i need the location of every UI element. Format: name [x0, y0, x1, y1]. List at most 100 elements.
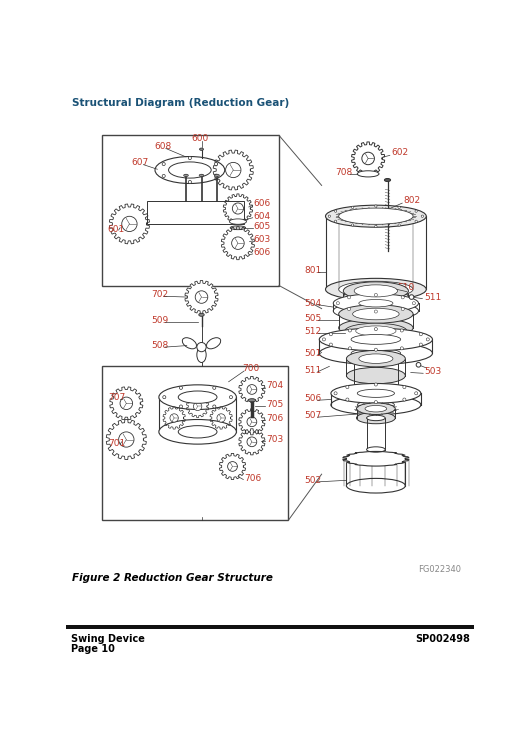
Ellipse shape: [159, 420, 237, 444]
Circle shape: [421, 215, 424, 218]
Bar: [102, 366, 288, 520]
Circle shape: [401, 347, 403, 350]
Circle shape: [352, 224, 354, 226]
Text: 512: 512: [305, 327, 321, 337]
Polygon shape: [223, 194, 252, 223]
Circle shape: [374, 310, 377, 313]
Ellipse shape: [214, 175, 219, 177]
Ellipse shape: [354, 285, 397, 297]
Circle shape: [188, 181, 191, 184]
Circle shape: [226, 163, 241, 178]
Polygon shape: [185, 281, 218, 314]
Text: 505: 505: [305, 314, 322, 323]
Circle shape: [415, 210, 417, 212]
Polygon shape: [110, 204, 150, 244]
Ellipse shape: [326, 205, 426, 227]
Polygon shape: [163, 407, 186, 429]
Circle shape: [412, 302, 415, 305]
Ellipse shape: [365, 406, 387, 412]
Circle shape: [328, 215, 330, 218]
Ellipse shape: [339, 282, 413, 297]
Bar: [66, 625, 474, 629]
Ellipse shape: [357, 171, 379, 177]
Circle shape: [247, 417, 257, 426]
Ellipse shape: [343, 282, 408, 300]
Text: 501: 501: [305, 348, 322, 358]
Ellipse shape: [359, 307, 393, 314]
Text: 504: 504: [305, 299, 321, 308]
Ellipse shape: [326, 279, 426, 300]
Text: 706: 706: [266, 414, 283, 424]
Text: 511: 511: [305, 366, 322, 374]
Ellipse shape: [159, 385, 237, 409]
Text: 706: 706: [244, 473, 261, 482]
Circle shape: [170, 414, 178, 422]
Text: 601: 601: [108, 225, 125, 234]
Polygon shape: [239, 409, 265, 435]
Circle shape: [415, 220, 417, 222]
Circle shape: [352, 207, 354, 209]
Ellipse shape: [356, 403, 395, 415]
Text: 608: 608: [154, 142, 171, 151]
Text: 600: 600: [191, 134, 209, 143]
Ellipse shape: [357, 400, 395, 409]
Circle shape: [163, 395, 166, 399]
Circle shape: [334, 392, 337, 395]
Ellipse shape: [331, 383, 421, 403]
Ellipse shape: [346, 478, 405, 493]
Circle shape: [329, 333, 333, 336]
Text: 507: 507: [305, 411, 322, 420]
Circle shape: [398, 207, 401, 209]
Ellipse shape: [184, 175, 188, 177]
Ellipse shape: [343, 288, 408, 306]
Circle shape: [193, 402, 202, 411]
Ellipse shape: [155, 157, 225, 184]
Text: 508: 508: [151, 341, 168, 350]
Polygon shape: [239, 429, 265, 455]
Text: 702: 702: [151, 291, 168, 299]
Circle shape: [415, 392, 418, 395]
Text: 708: 708: [336, 168, 353, 177]
Polygon shape: [106, 420, 147, 459]
Circle shape: [416, 363, 421, 367]
Circle shape: [335, 210, 337, 212]
Circle shape: [362, 152, 374, 165]
Circle shape: [374, 400, 377, 403]
Ellipse shape: [384, 178, 391, 181]
Text: Swing Device: Swing Device: [71, 634, 144, 643]
Ellipse shape: [200, 148, 203, 150]
Circle shape: [374, 293, 377, 296]
Circle shape: [374, 328, 377, 331]
Ellipse shape: [319, 328, 433, 351]
Polygon shape: [147, 201, 244, 224]
Circle shape: [232, 203, 243, 214]
Text: 603: 603: [253, 235, 271, 244]
Text: 704: 704: [266, 381, 283, 390]
Ellipse shape: [346, 367, 405, 384]
Text: 801: 801: [305, 265, 322, 275]
Text: Page 10: Page 10: [71, 643, 114, 654]
Circle shape: [409, 295, 414, 299]
Ellipse shape: [248, 399, 256, 402]
Circle shape: [122, 216, 137, 232]
Circle shape: [228, 461, 237, 471]
Ellipse shape: [367, 447, 385, 452]
Ellipse shape: [353, 308, 399, 319]
Circle shape: [162, 175, 165, 178]
Circle shape: [232, 237, 244, 250]
Circle shape: [347, 296, 350, 299]
Circle shape: [346, 398, 349, 401]
Circle shape: [188, 157, 191, 160]
Circle shape: [119, 432, 134, 447]
Circle shape: [335, 220, 337, 222]
Circle shape: [247, 385, 257, 395]
Circle shape: [374, 348, 377, 351]
Ellipse shape: [333, 294, 418, 313]
Text: 701: 701: [109, 439, 126, 448]
Circle shape: [347, 308, 350, 311]
Circle shape: [329, 343, 333, 346]
Bar: [102, 135, 279, 285]
Ellipse shape: [367, 415, 385, 421]
Text: 705: 705: [266, 400, 283, 409]
Circle shape: [403, 386, 406, 389]
